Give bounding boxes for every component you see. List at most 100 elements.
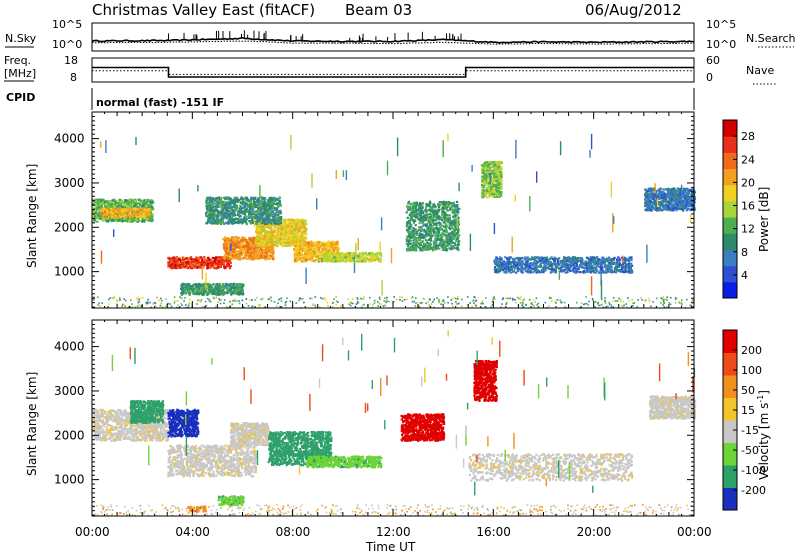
- freq-unit-label: [MHz]: [4, 67, 36, 80]
- range-cell: [228, 238, 231, 241]
- range-cell: [116, 206, 119, 209]
- range-cell: [107, 219, 110, 222]
- range-cell: [142, 212, 145, 215]
- range-cell: [199, 256, 202, 259]
- range-cell: [237, 219, 240, 223]
- range-cell: [205, 222, 208, 225]
- range-cell: [217, 211, 220, 214]
- range-cell: [300, 230, 303, 233]
- range-cell: [298, 230, 301, 234]
- range-cell: [286, 244, 289, 247]
- range-cell: [231, 252, 234, 256]
- range-cell: [296, 245, 299, 248]
- range-cell: [248, 254, 251, 258]
- range-cell: [115, 216, 118, 219]
- range-cell: [221, 209, 224, 212]
- range-cell: [206, 287, 209, 290]
- range-cell: [243, 243, 246, 246]
- range-cell: [134, 201, 138, 205]
- range-cell: [351, 259, 354, 263]
- range-cell: [223, 285, 226, 288]
- range-cell: [283, 225, 286, 228]
- range-cell: [122, 208, 125, 212]
- range-cell: [287, 237, 290, 240]
- range-cell: [264, 256, 268, 259]
- range-cell: [278, 202, 282, 205]
- range-cell: [269, 249, 272, 252]
- range-cell: [150, 208, 153, 211]
- range-cell: [350, 252, 353, 255]
- range-cell: [338, 253, 341, 256]
- range-cell: [262, 238, 266, 241]
- range-cell: [208, 264, 212, 267]
- range-cell: [185, 292, 188, 295]
- range-cell: [250, 196, 253, 199]
- range-cell: [121, 217, 124, 220]
- range-cell: [119, 219, 122, 222]
- range-cell: [251, 210, 254, 213]
- range-cell: [365, 257, 368, 260]
- range-cell: [224, 246, 228, 249]
- range-cell: [263, 249, 266, 252]
- range-cell: [181, 287, 184, 290]
- range-cell: [100, 199, 103, 202]
- range-cell: [373, 255, 376, 258]
- range-cell: [276, 216, 279, 219]
- range-cell: [228, 216, 232, 219]
- range-cell: [186, 258, 189, 262]
- range-cell: [221, 219, 225, 223]
- range-cell: [233, 242, 236, 245]
- range-cell: [256, 217, 259, 220]
- range-cell: [109, 207, 112, 211]
- range-cell: [263, 234, 266, 237]
- range-cell: [271, 204, 274, 207]
- range-cell: [239, 258, 242, 261]
- range-cell: [361, 252, 364, 255]
- range-cell: [234, 237, 237, 240]
- range-cell: [218, 210, 221, 213]
- range-cell: [319, 242, 322, 245]
- range-cell: [266, 239, 269, 242]
- range-cell: [256, 233, 259, 236]
- range-cell: [148, 204, 151, 207]
- range-cell: [274, 213, 277, 216]
- range-cell: [303, 244, 307, 247]
- range-cell: [280, 223, 283, 226]
- range-cell: [372, 258, 375, 262]
- range-cell: [208, 218, 211, 221]
- range-cell: [379, 260, 383, 263]
- range-cell: [203, 293, 206, 296]
- range-cell: [228, 289, 231, 292]
- range-cell: [322, 250, 326, 253]
- range-cell: [314, 251, 318, 254]
- range-cell: [274, 199, 277, 202]
- range-cell: [334, 246, 337, 249]
- range-cell: [227, 246, 230, 249]
- range-cell: [222, 244, 226, 247]
- range-cell: [230, 238, 233, 241]
- range-cell: [338, 258, 341, 261]
- range-cell: [242, 248, 245, 251]
- range-cell: [219, 256, 222, 259]
- range-cell: [315, 254, 318, 257]
- range-cell: [131, 203, 134, 206]
- range-cell: [245, 257, 248, 260]
- range-cell: [272, 256, 275, 259]
- range-cell: [259, 252, 262, 255]
- range-cell: [303, 256, 306, 260]
- range-cell: [264, 230, 267, 233]
- range-cell: [240, 292, 243, 295]
- range-cell: [191, 258, 194, 261]
- range-cell: [126, 207, 129, 210]
- range-cell: [258, 204, 261, 207]
- nsearch-label: N.Search: [746, 32, 796, 45]
- range-cell: [108, 218, 111, 221]
- range-cell: [209, 266, 212, 270]
- range-cell: [144, 212, 147, 215]
- range-cell: [103, 201, 106, 204]
- range-cell: [240, 244, 243, 247]
- range-cell: [294, 244, 297, 247]
- range-cell: [248, 205, 251, 208]
- range-cell: [319, 246, 322, 249]
